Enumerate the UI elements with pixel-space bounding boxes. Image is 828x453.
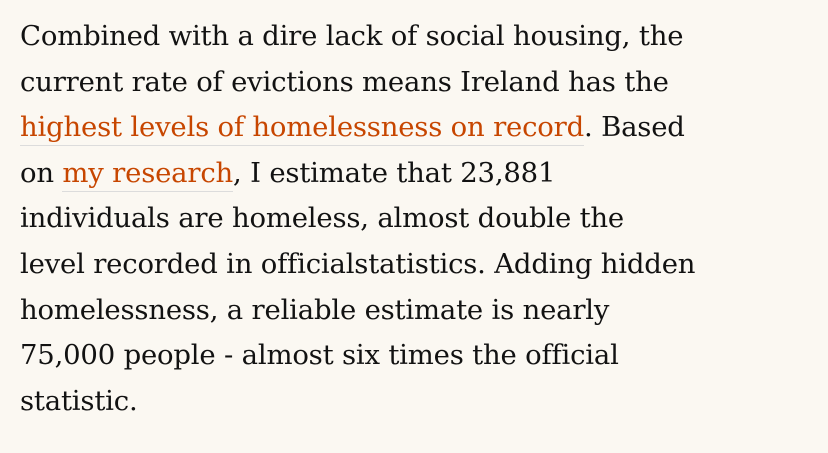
text-line: statistic. [20, 379, 820, 425]
text-run: homelessness, a reliable estimate is nea… [20, 293, 610, 326]
text-run: Combined with a dire lack of social hous… [20, 20, 684, 52]
text-run: on [20, 156, 63, 189]
text-line: level recorded in officialstatistics. Ad… [20, 242, 820, 288]
text-run: , I estimate that 23,881 [233, 156, 556, 189]
text-run: . Based [584, 111, 685, 144]
text-run: statistic. [20, 384, 138, 417]
text-run: current rate of evictions means Ireland … [20, 65, 669, 98]
text-run: 75,000 people - almost six times the off… [20, 339, 619, 372]
inline-link[interactable]: highest levels of homelessness on record [20, 111, 584, 147]
text-run: individuals are homeless, almost double … [20, 202, 625, 235]
text-run: level recorded in officialstatistics. Ad… [20, 247, 696, 280]
text-line: current rate of evictions means Ireland … [20, 60, 820, 106]
text-line: homelessness, a reliable estimate is nea… [20, 288, 820, 334]
text-line: individuals are homeless, almost double … [20, 196, 820, 242]
text-line: on my research, I estimate that 23,881 [20, 151, 820, 197]
inline-link[interactable]: my research [62, 156, 233, 192]
text-line: highest levels of homelessness on record… [20, 105, 820, 151]
article-paragraph: Combined with a dire lack of social hous… [20, 14, 820, 424]
text-line: 75,000 people - almost six times the off… [20, 333, 820, 379]
text-line: Combined with a dire lack of social hous… [20, 14, 820, 60]
